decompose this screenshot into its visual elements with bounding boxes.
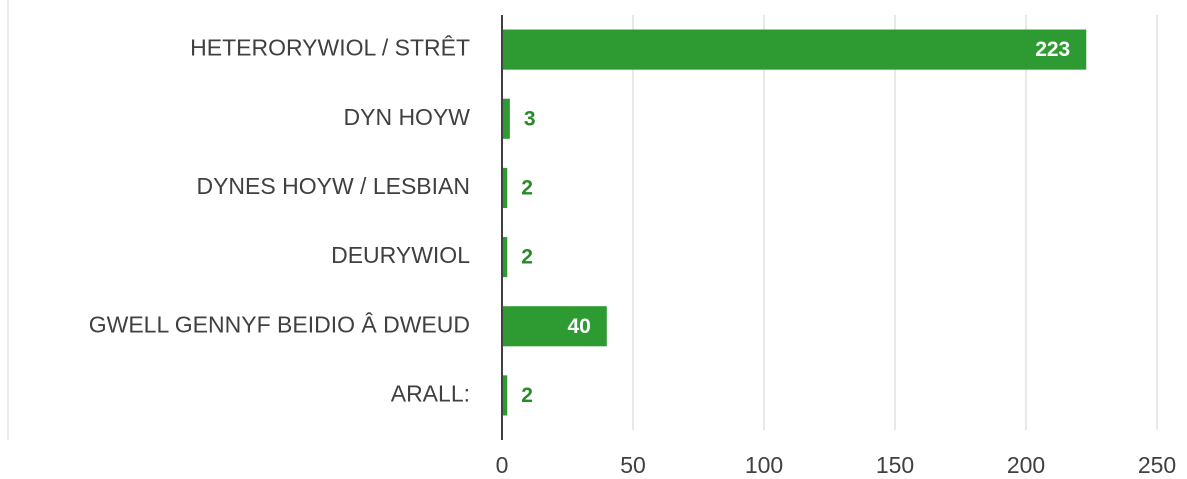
x-tick-label: 0 bbox=[496, 452, 509, 478]
x-tick-label: 150 bbox=[876, 452, 914, 478]
y-tick-label: DYNES HOYW / LESBIAN bbox=[196, 173, 470, 199]
y-tick-label: GWELL GENNYF BEIDIO Â DWEUD bbox=[89, 311, 470, 337]
value-label: 3 bbox=[524, 107, 536, 130]
bar bbox=[502, 375, 508, 416]
x-tick-label: 100 bbox=[745, 452, 783, 478]
bar bbox=[502, 167, 508, 208]
x-tick-label: 250 bbox=[1138, 452, 1176, 478]
x-tick-label: 200 bbox=[1007, 452, 1045, 478]
bar bbox=[502, 98, 510, 139]
value-label: 223 bbox=[1035, 38, 1070, 61]
value-label: 2 bbox=[521, 246, 533, 269]
y-tick-label: DYN HOYW bbox=[344, 104, 471, 130]
value-label: 40 bbox=[567, 315, 590, 338]
bar bbox=[502, 29, 1087, 70]
value-label: 2 bbox=[521, 176, 533, 199]
bar bbox=[502, 237, 508, 278]
x-tick-label: 50 bbox=[620, 452, 646, 478]
bar bbox=[502, 306, 607, 347]
y-tick-label: HETERORYWIOL / STRÊT bbox=[190, 35, 470, 61]
y-tick-label: ARALL: bbox=[391, 380, 470, 406]
y-tick-label: DEURYWIOL bbox=[331, 242, 470, 268]
value-label: 2 bbox=[521, 384, 533, 407]
